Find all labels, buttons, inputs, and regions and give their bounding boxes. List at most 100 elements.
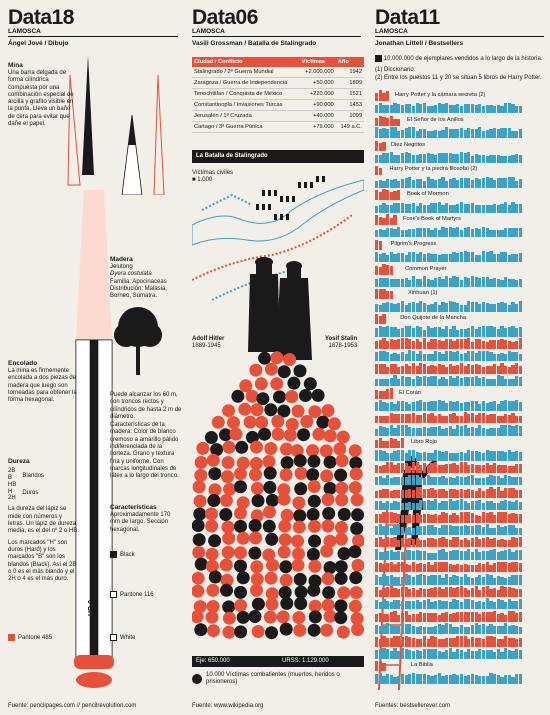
book-spine — [430, 488, 434, 498]
book-spine — [411, 106, 416, 114]
book-shelf-row — [375, 586, 543, 597]
table-cell: +79.000 — [299, 121, 336, 133]
book-spine — [389, 561, 393, 573]
book-spine — [445, 538, 449, 548]
book-spine — [389, 438, 393, 449]
book-spine — [375, 673, 379, 684]
tree-text: Puede alcanzar los 60 m, con troncos rec… — [110, 392, 182, 420]
book-spine — [426, 341, 430, 349]
book-spine — [474, 254, 478, 263]
skull-mark — [234, 559, 247, 573]
skull-mark — [293, 454, 307, 468]
book-spine — [441, 676, 445, 684]
book-spine — [515, 648, 519, 659]
book-spine — [430, 626, 434, 635]
book-shelf-row — [375, 288, 543, 300]
book-spine — [382, 303, 386, 312]
book-spine — [481, 563, 486, 573]
book-spine — [400, 623, 404, 635]
book-spine — [375, 526, 379, 535]
book-spine — [470, 413, 475, 424]
book-spine — [419, 562, 423, 573]
book-spine — [434, 539, 438, 548]
book-spine — [448, 524, 452, 535]
book-spine — [434, 203, 438, 213]
skull-mark — [349, 571, 363, 585]
book-spine — [382, 263, 386, 275]
stalingrad-map — [192, 176, 364, 301]
book-spine — [430, 575, 434, 585]
book-spine — [415, 475, 419, 486]
book-spine — [382, 489, 386, 498]
skull-mark — [336, 430, 350, 444]
book-spine — [404, 338, 408, 349]
book-spine — [389, 364, 393, 374]
book-spine — [386, 117, 390, 126]
book-spine — [378, 288, 382, 300]
book-spine — [463, 352, 467, 362]
book-spine — [426, 105, 430, 114]
book-spine — [422, 514, 427, 523]
book-spine — [445, 427, 449, 436]
header-divider — [192, 36, 361, 37]
book-spine — [375, 105, 379, 114]
book-spine — [434, 561, 438, 573]
book-spine — [408, 103, 412, 114]
book-spine — [478, 499, 482, 511]
book-spine — [448, 564, 452, 573]
book-spine — [397, 366, 401, 374]
book-spine — [393, 610, 397, 622]
book-spine — [382, 552, 386, 560]
book-spine — [393, 254, 397, 263]
book-spine — [504, 378, 508, 387]
book-spine — [437, 229, 441, 238]
book-spine — [393, 648, 397, 659]
book-spine — [397, 675, 401, 684]
book-spine — [452, 301, 456, 312]
book-spine — [485, 675, 489, 684]
book-spine — [463, 500, 467, 511]
book-spine — [474, 415, 478, 424]
book-spine — [456, 514, 460, 523]
book-shelf-row — [375, 140, 543, 151]
book-spine — [411, 650, 416, 659]
dureza-block: Dureza 2B B HB H 2H Blandos Duros La dur… — [8, 458, 80, 584]
book-spine — [515, 625, 519, 635]
book-spine — [478, 601, 482, 610]
book-spine — [404, 127, 408, 139]
book-spine — [434, 649, 438, 659]
skull-mark — [307, 623, 321, 637]
book-spine — [375, 416, 379, 424]
book-spine — [478, 538, 482, 548]
madera-heading: Madera — [110, 256, 133, 263]
book-spine — [504, 474, 508, 486]
book-spine — [441, 153, 445, 163]
book-shelf-row — [375, 251, 543, 263]
book-shelf-row — [375, 102, 543, 114]
book-spine — [459, 602, 463, 610]
book-spine — [422, 635, 427, 647]
book-spine — [500, 203, 504, 213]
book-spine — [448, 489, 452, 498]
book-spine — [511, 426, 515, 436]
book-spine — [452, 462, 456, 473]
skull-mark — [263, 480, 277, 494]
book-spine — [419, 428, 423, 436]
book-spine — [441, 253, 445, 263]
book-spine — [467, 363, 471, 374]
book-spine — [452, 512, 456, 523]
skull-mark — [280, 456, 294, 470]
book-spine — [411, 551, 416, 560]
table-row: Cartago / 3ª Guerra Púnica +79.000 149 a.C… — [192, 121, 364, 133]
book-spine — [404, 255, 408, 263]
book-spine — [426, 452, 430, 461]
skull-mark — [308, 534, 322, 548]
skull-mark — [205, 559, 219, 573]
book-spine — [489, 251, 493, 263]
skull-mark — [264, 362, 278, 376]
victimas-label: Víctimas civiles — [192, 170, 234, 176]
book-spine — [382, 676, 386, 684]
book-spine — [415, 589, 419, 597]
book-spine — [493, 651, 497, 659]
skull-mark — [350, 612, 364, 626]
